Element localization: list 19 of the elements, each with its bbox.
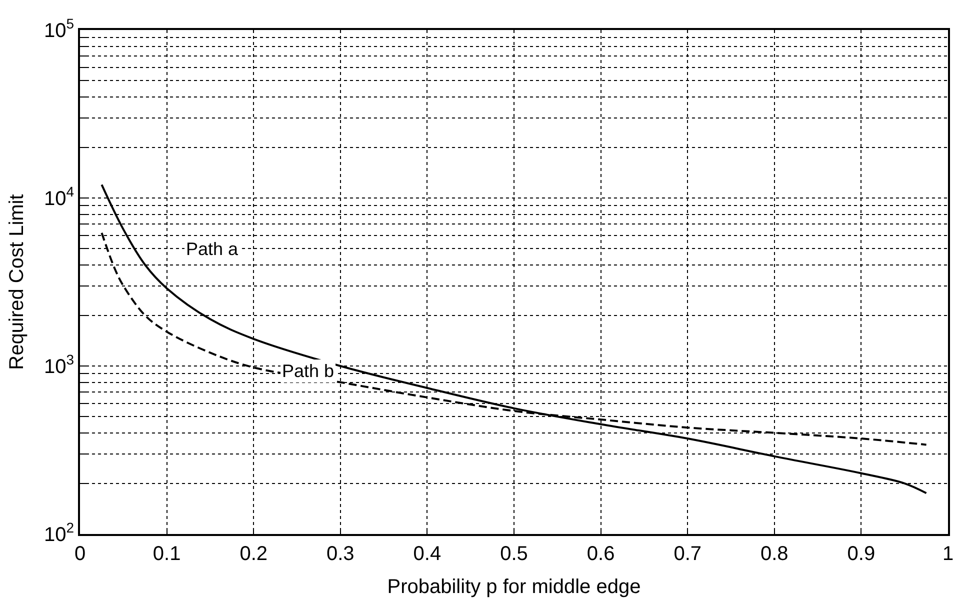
x-tick-label: 0.5 (500, 543, 528, 565)
x-tick-label: 0.2 (240, 543, 268, 565)
y-axis-title: Required Cost Limit (6, 194, 28, 370)
x-tick-label: 0.8 (760, 543, 788, 565)
annotation: Path b (282, 361, 334, 381)
x-tick-label: 0.3 (326, 543, 354, 565)
y-tick-label: 10$^{2}$ (44, 520, 74, 546)
x-axis-title: Probability p for middle edge (387, 576, 641, 598)
x-tick-label: 0 (74, 543, 86, 565)
x-tick-label: 0.7 (674, 543, 702, 565)
x-tick-label: 0.4 (413, 543, 442, 565)
x-tick-label: 0.6 (586, 543, 615, 565)
x-tick-label: 0.1 (152, 543, 181, 565)
y-tick-label: 10$^{5}$ (44, 16, 74, 42)
y-tick-label: 10$^{3}$ (44, 352, 74, 378)
annotation: Path a (186, 239, 240, 259)
x-tick-label: 0.9 (847, 543, 876, 565)
x-tick-label: 1 (942, 543, 954, 565)
y-tick-label: 10$^{4}$ (44, 184, 74, 210)
